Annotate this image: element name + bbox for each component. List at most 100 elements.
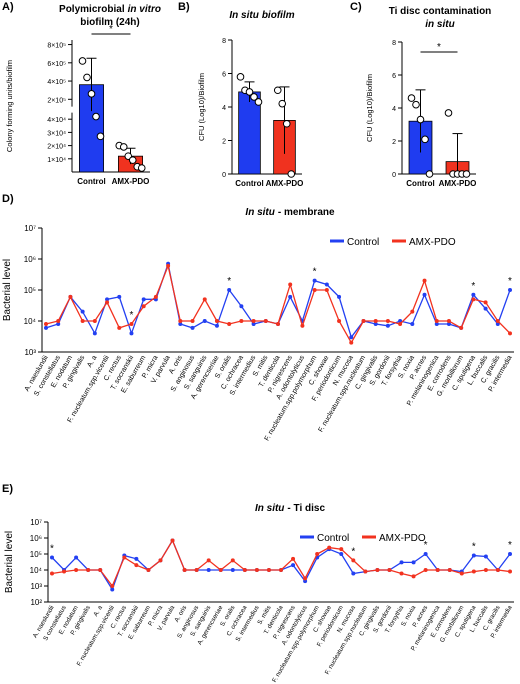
y-axis-label: Bacterial level: [4, 531, 15, 593]
y-tick-label: 6: [222, 72, 226, 79]
data-point: [349, 335, 354, 340]
chart-title: Polymicrobial in vitro: [59, 4, 161, 15]
panel-label: C): [350, 1, 362, 13]
data-point: [508, 288, 512, 292]
data-point: [190, 325, 195, 330]
data-point: [190, 319, 195, 323]
data-point: [291, 556, 296, 561]
title-part: biofilm: [262, 10, 295, 21]
data-point: [303, 579, 308, 584]
data-point: [105, 297, 110, 302]
data-point: [339, 552, 344, 556]
data-point: [407, 94, 416, 102]
data-point: [110, 587, 115, 592]
legend-label: AMX-PDO: [379, 533, 426, 544]
title-part: In situ: [255, 503, 284, 514]
data-point: [178, 319, 183, 323]
data-point: [412, 100, 420, 109]
data-point: [483, 554, 488, 559]
y-tick-label: 6: [392, 73, 396, 80]
chart-title: In situ - Ti disc: [255, 503, 325, 514]
significance-label: *: [437, 42, 441, 53]
data-point: [421, 135, 429, 144]
data-point: [230, 558, 235, 563]
data-point: [387, 568, 392, 572]
panel: D) In situ - membrane Bacterial level 10³ 10⁴…: [2, 193, 514, 442]
data-point: [178, 322, 183, 327]
y-axis-label: Colony forming units/biofilm: [5, 60, 14, 152]
data-point: [166, 263, 171, 268]
annotation: *: [227, 276, 231, 287]
chart-title: In situ - membrane: [245, 207, 335, 218]
data-point: [287, 170, 296, 178]
y-axis-label: CFU (Log10)/Biofilm: [365, 74, 374, 142]
y-axis-label: CFU (Log10)/Biofilm: [197, 73, 206, 141]
y-tick-label: 10⁷: [30, 518, 42, 527]
series-line: [51, 539, 511, 588]
data-point: [239, 304, 244, 309]
data-point: [254, 98, 263, 106]
panel: B) In situ biofilm CFU (Log10)/Biofilm 0 2 4 6 8…: [178, 1, 303, 188]
data-point: [422, 278, 427, 283]
data-point: [278, 99, 287, 108]
data-point: [399, 560, 404, 565]
data-point: [182, 568, 187, 572]
y-tick-label: 8: [392, 40, 396, 47]
data-point: [337, 294, 342, 299]
x-tick-label: Control: [406, 179, 434, 188]
data-point: [194, 568, 199, 572]
y-tick-label: 2: [222, 139, 226, 146]
y-tick-label: 2×10⁴: [47, 144, 66, 151]
data-point: [327, 545, 332, 550]
y-tick-label: 8×10⁵: [47, 43, 66, 50]
x-tick-label: Control: [77, 177, 105, 186]
legend-label: Control: [347, 237, 379, 248]
data-point: [251, 322, 256, 327]
data-point: [416, 115, 425, 124]
y-tick-label: 0: [392, 172, 396, 179]
data-point: [324, 282, 329, 287]
data-point: [495, 319, 500, 323]
annotation: *: [130, 310, 134, 321]
data-point: [312, 278, 317, 283]
data-point: [158, 558, 163, 563]
title-part: - membrane: [278, 207, 335, 218]
annotation: *: [508, 276, 512, 287]
data-point: [236, 73, 245, 81]
data-point: [170, 538, 175, 543]
data-point: [250, 93, 258, 101]
data-point: [483, 306, 488, 311]
data-point: [422, 292, 427, 297]
data-point: [349, 340, 354, 345]
data-point: [508, 331, 512, 336]
data-point: [68, 294, 73, 299]
data-point: [62, 569, 67, 574]
data-point: [206, 558, 211, 563]
y-tick-label: 10⁴: [30, 566, 43, 575]
significance-label: *: [109, 24, 113, 35]
annotation: *: [472, 542, 476, 553]
data-point: [117, 294, 122, 299]
data-point: [303, 576, 308, 581]
data-point: [434, 322, 439, 327]
data-point: [471, 292, 476, 297]
data-point: [423, 552, 428, 556]
data-point: [122, 555, 127, 560]
y-tick-label: 8: [222, 38, 226, 45]
data-point: [339, 547, 344, 552]
data-point: [462, 170, 471, 178]
data-point: [435, 568, 440, 572]
panel: E) In situ - Ti disc Bacterial level 10² 10³ 1…: [2, 483, 514, 684]
data-point: [263, 319, 268, 323]
data-point: [398, 322, 403, 327]
panel: A) Polymicrobial in vitro biofilm (24h) Colo…: [2, 1, 161, 186]
data-point: [312, 288, 317, 292]
data-point: [410, 309, 415, 314]
data-point: [153, 294, 158, 299]
data-point: [74, 568, 79, 572]
data-point: [351, 571, 356, 576]
data-point: [444, 109, 453, 117]
data-point: [206, 568, 211, 572]
y-tick-label: 10⁷: [24, 224, 36, 233]
